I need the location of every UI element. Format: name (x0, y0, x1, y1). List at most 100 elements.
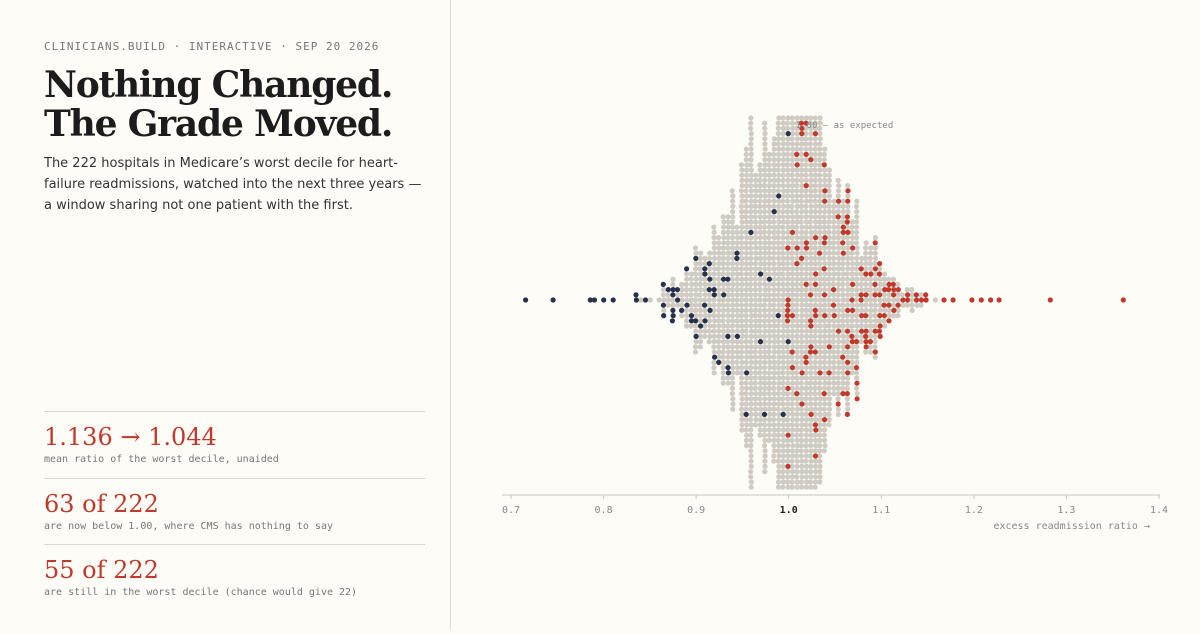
background-hospital-dot (817, 177, 823, 183)
background-hospital-dot (813, 344, 819, 350)
background-hospital-dot (849, 354, 855, 360)
background-hospital-dot (785, 469, 791, 475)
background-hospital-dot (734, 370, 741, 376)
background-hospital-dot (748, 250, 754, 256)
background-hospital-dot (753, 177, 759, 183)
background-hospital-dot (738, 271, 744, 277)
background-hospital-dot (789, 401, 795, 407)
background-hospital-dot (835, 188, 842, 194)
background-hospital-dot (743, 302, 749, 308)
background-hospital-dot (766, 245, 772, 251)
background-hospital-dot (688, 276, 694, 282)
background-hospital-dot (697, 261, 703, 267)
above-expected-dot (785, 463, 791, 469)
background-hospital-dot (813, 323, 819, 329)
background-hospital-dot (803, 427, 809, 433)
background-hospital-dot (798, 261, 805, 267)
background-hospital-dot (826, 406, 833, 412)
background-hospital-dot (849, 323, 855, 329)
above-expected-dot (950, 297, 956, 303)
background-hospital-dot (794, 463, 800, 469)
background-hospital-dot (776, 307, 782, 313)
background-hospital-dot (798, 406, 804, 412)
background-hospital-dot (803, 224, 810, 230)
background-hospital-dot (725, 214, 731, 220)
background-hospital-dot (845, 406, 851, 412)
background-hospital-dot (803, 375, 809, 381)
background-hospital-dot (835, 250, 841, 256)
background-hospital-dot (826, 297, 832, 303)
above-expected-dot (1047, 297, 1053, 303)
background-hospital-dot (738, 266, 744, 272)
background-hospital-dot (748, 469, 754, 475)
background-hospital-dot (780, 359, 786, 365)
background-hospital-dot (821, 448, 827, 454)
background-hospital-dot (757, 209, 763, 215)
background-hospital-dot (794, 370, 800, 376)
background-hospital-dot (872, 302, 878, 308)
background-hospital-dot (762, 427, 768, 433)
background-hospital-dot (753, 245, 759, 251)
background-hospital-dot (803, 484, 810, 490)
background-hospital-dot (831, 354, 837, 360)
background-hospital-dot (748, 359, 754, 365)
background-hospital-dot (785, 406, 791, 412)
background-hospital-dot (707, 323, 713, 329)
background-hospital-dot (854, 250, 860, 256)
background-hospital-dot (789, 333, 795, 339)
above-expected-dot (789, 229, 795, 235)
background-hospital-dot (743, 240, 749, 246)
background-hospital-dot (785, 167, 791, 173)
above-expected-dot (813, 235, 819, 241)
above-expected-dot (799, 131, 805, 137)
background-hospital-dot (799, 484, 805, 490)
background-hospital-dot (776, 370, 782, 376)
above-expected-dot (881, 302, 887, 308)
background-hospital-dot (693, 266, 699, 272)
background-hospital-dot (757, 385, 763, 391)
background-hospital-dot (813, 443, 819, 449)
background-hospital-dot (794, 323, 800, 329)
above-expected-dot (844, 328, 851, 334)
background-hospital-dot (789, 219, 796, 225)
background-hospital-dot (863, 240, 869, 246)
x-ticks: 0.7 0.8 0.9 1.0 1.1 1.2 1.3 1.4 (502, 495, 1168, 516)
background-hospital-dot (840, 271, 846, 277)
background-hospital-dot (803, 453, 809, 459)
background-hospital-dot (854, 323, 860, 329)
background-hospital-dot (840, 339, 846, 345)
background-hospital-dot (762, 157, 768, 163)
background-hospital-dot (707, 318, 713, 324)
background-hospital-dot (836, 266, 842, 272)
above-expected-dot (849, 307, 856, 313)
background-hospital-dot (707, 333, 713, 339)
background-hospital-dot (803, 302, 810, 308)
background-hospital-dot (762, 437, 768, 443)
background-hospital-dot (734, 271, 740, 277)
background-hospital-dot (748, 344, 754, 350)
background-hospital-dot (780, 229, 786, 235)
background-hospital-dot (853, 370, 860, 376)
background-hospital-dot (845, 349, 851, 355)
background-hospital-dot (780, 193, 787, 199)
background-hospital-dot (684, 271, 690, 277)
background-hospital-dot (767, 323, 773, 329)
background-hospital-dot (817, 203, 823, 209)
background-hospital-dot (660, 292, 666, 298)
background-hospital-dot (799, 224, 805, 230)
background-hospital-dot (799, 302, 805, 308)
background-hospital-dot (790, 469, 796, 475)
background-hospital-dot (826, 235, 833, 241)
background-hospital-dot (743, 157, 749, 163)
background-hospital-dot (789, 141, 796, 147)
background-hospital-dot (762, 385, 768, 391)
background-hospital-dot (712, 266, 718, 272)
background-hospital-dot (803, 370, 809, 376)
background-hospital-dot (808, 271, 814, 277)
background-hospital-dot (684, 297, 690, 303)
above-expected-dot (812, 307, 818, 313)
background-hospital-dot (711, 240, 717, 246)
background-hospital-dot (762, 359, 768, 365)
background-hospital-dot (794, 432, 800, 438)
above-expected-dot (863, 344, 869, 350)
